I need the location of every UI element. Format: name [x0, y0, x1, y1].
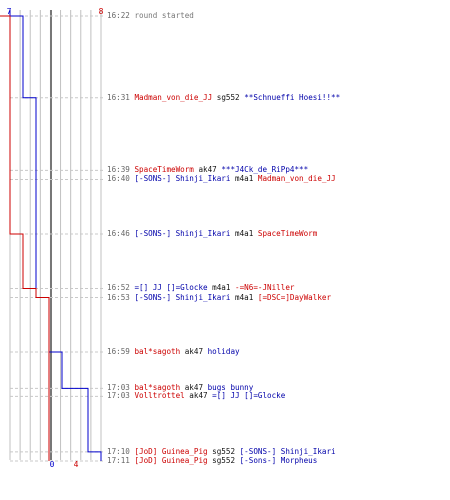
- log-time: 16:39: [107, 165, 130, 175]
- player-name: SpaceTimeWorm: [134, 165, 194, 175]
- player-name: Volltrottel: [134, 391, 185, 401]
- log-time: 16:46: [107, 228, 130, 238]
- player-name: bal*sagoth: [134, 347, 181, 357]
- weapon-label: ak47: [193, 165, 222, 175]
- log-entry: 16:22 round started: [107, 11, 194, 20]
- series-line-red: [0, 15, 50, 461]
- player-name: [-SONS-] Shinji_Ikari: [134, 174, 231, 184]
- weapon-label: m4a1: [230, 228, 258, 238]
- tick-labels: 7 8 0 4: [7, 7, 104, 469]
- player-name: [-SONS-] Shinji_Ikari: [239, 446, 336, 456]
- tick-label-red-end: 4: [74, 460, 79, 469]
- log-time: 16:59: [107, 347, 130, 357]
- weapon-label: m4a1: [230, 174, 258, 184]
- player-name: =[] JJ []=Glocke: [212, 391, 286, 401]
- log-entry: 17:10 [JoD] Guinea_Pig sg552 [-SONS-] Sh…: [107, 447, 336, 456]
- log-entry: 17:11 [JoD] Guinea_Pig sg552 [-Sons-] Mo…: [107, 456, 317, 465]
- grid: [9, 10, 102, 460]
- player-name: SpaceTimeWorm: [257, 228, 318, 238]
- log-entry: 16:31 Madman_von_die_JJ sg552 **Schnueff…: [107, 93, 340, 102]
- player-name: =[] JJ []=Glocke: [134, 283, 208, 293]
- player-name: [JoD] Guinea_Pig: [134, 446, 208, 456]
- log-entry: 16:40 [-SONS-] Shinji_Ikari m4a1 Madman_…: [107, 174, 336, 183]
- weapon-label: sg552: [212, 92, 245, 102]
- player-name: [JoD] Guinea_Pig: [134, 456, 208, 465]
- weapon-label: m4a1: [207, 283, 236, 293]
- log-time: 16:52: [107, 283, 130, 293]
- player-name: **Schnueffi Hoesi!!**: [244, 92, 341, 102]
- player-name: Madman_von_die_JJ: [134, 92, 213, 102]
- player-name: -=N6=-JNiller: [235, 283, 295, 293]
- weapon-label: sg552: [207, 456, 240, 465]
- player-name: [-SONS-] Shinji_Ikari: [134, 228, 231, 238]
- log-entry: 16:53 [-SONS-] Shinji_Ikari m4a1 [=DSC=]…: [107, 293, 331, 302]
- weapon-label: ak47: [184, 391, 213, 401]
- log-message: round started: [134, 11, 194, 20]
- tick-label-blue-end: 0: [50, 460, 55, 469]
- weapon-label: m4a1: [230, 292, 258, 302]
- weapon-label: sg552: [207, 446, 240, 456]
- tick-label-blue-start: 7: [7, 7, 12, 16]
- log-time: 17:11: [107, 456, 130, 465]
- event-dash-lines: [10, 15, 104, 462]
- log-time: 17:10: [107, 446, 130, 456]
- log-time: 17:03: [107, 383, 130, 393]
- log-entry: 16:39 SpaceTimeWorm ak47 ***J4Ck_de_RiPp…: [107, 165, 308, 174]
- weapon-label: ak47: [180, 347, 208, 357]
- log-time: 16:40: [107, 174, 130, 184]
- series-line-blue: [9, 10, 102, 461]
- series-lines: [0, 10, 102, 461]
- player-name: [-SONS-] Shinji_Ikari: [134, 292, 231, 302]
- player-name: [-Sons-] Morpheus: [239, 456, 318, 465]
- tick-label-red-start: 8: [99, 7, 104, 16]
- log-time: 16:22: [107, 11, 130, 20]
- player-name: bugs bunny: [207, 383, 254, 393]
- log-entry: 16:59 bal*sagoth ak47 holiday: [107, 347, 240, 356]
- log-time: 17:03: [107, 391, 130, 401]
- log-entry: 16:46 [-SONS-] Shinji_Ikari m4a1 SpaceTi…: [107, 229, 317, 238]
- player-name: holiday: [207, 347, 240, 357]
- player-name: Madman_von_die_JJ: [257, 174, 336, 184]
- log-entry: 16:52 =[] JJ []=Glocke m4a1 -=N6=-JNille…: [107, 283, 294, 292]
- log-time: 16:31: [107, 92, 130, 102]
- player-name: [=DSC=]DayWalker: [257, 292, 332, 302]
- player-name: ***J4Ck_de_RiPp4***: [221, 165, 309, 175]
- log-entry: 17:03 bal*sagoth ak47 bugs bunny: [107, 383, 253, 392]
- player-name: bal*sagoth: [134, 383, 181, 393]
- log-time: 16:53: [107, 292, 130, 302]
- weapon-label: ak47: [180, 383, 208, 393]
- log-entry: 17:03 Volltrottel ak47 =[] JJ []=Glocke: [107, 391, 285, 400]
